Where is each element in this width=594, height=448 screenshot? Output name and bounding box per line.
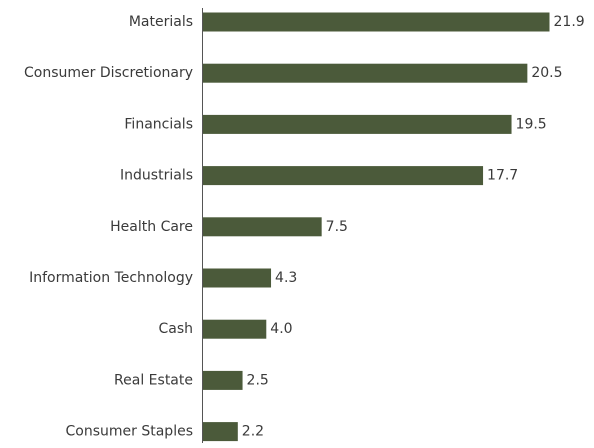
value-label: 17.7 <box>487 168 518 184</box>
value-label: 19.5 <box>516 116 547 132</box>
value-label: 20.5 <box>531 65 562 81</box>
category-label: Consumer Staples <box>66 424 193 440</box>
category-label: Real Estate <box>114 372 193 388</box>
value-labels-group: 21.9 20.5 19.5 17.7 7.5 4.3 4.0 2.5 2.2 <box>242 14 585 440</box>
category-label: Industrials <box>120 168 193 184</box>
value-label: 4.3 <box>275 270 297 286</box>
value-label: 7.5 <box>326 219 348 235</box>
category-label: Financials <box>124 116 193 132</box>
bar-health-care <box>203 217 322 237</box>
category-labels-group: Materials Consumer Discretionary Financial… <box>24 14 193 440</box>
bar-financials <box>203 114 512 134</box>
value-label: 2.5 <box>247 372 269 388</box>
bar-information-technology <box>203 268 272 288</box>
bar-cash <box>203 319 267 339</box>
value-label: 21.9 <box>554 14 585 30</box>
category-label: Health Care <box>110 219 193 235</box>
bars-group <box>203 12 550 442</box>
bar-consumer-discretionary <box>203 63 528 83</box>
bar-materials <box>203 12 550 32</box>
value-label: 2.2 <box>242 424 264 440</box>
bar-consumer-staples <box>203 422 238 442</box>
category-label: Consumer Discretionary <box>24 65 193 81</box>
category-label: Cash <box>158 321 193 337</box>
category-label: Information Technology <box>29 270 193 286</box>
value-label: 4.0 <box>270 321 292 337</box>
bar-real-estate <box>203 370 243 390</box>
bar-industrials <box>203 166 484 186</box>
category-label: Materials <box>129 14 193 30</box>
